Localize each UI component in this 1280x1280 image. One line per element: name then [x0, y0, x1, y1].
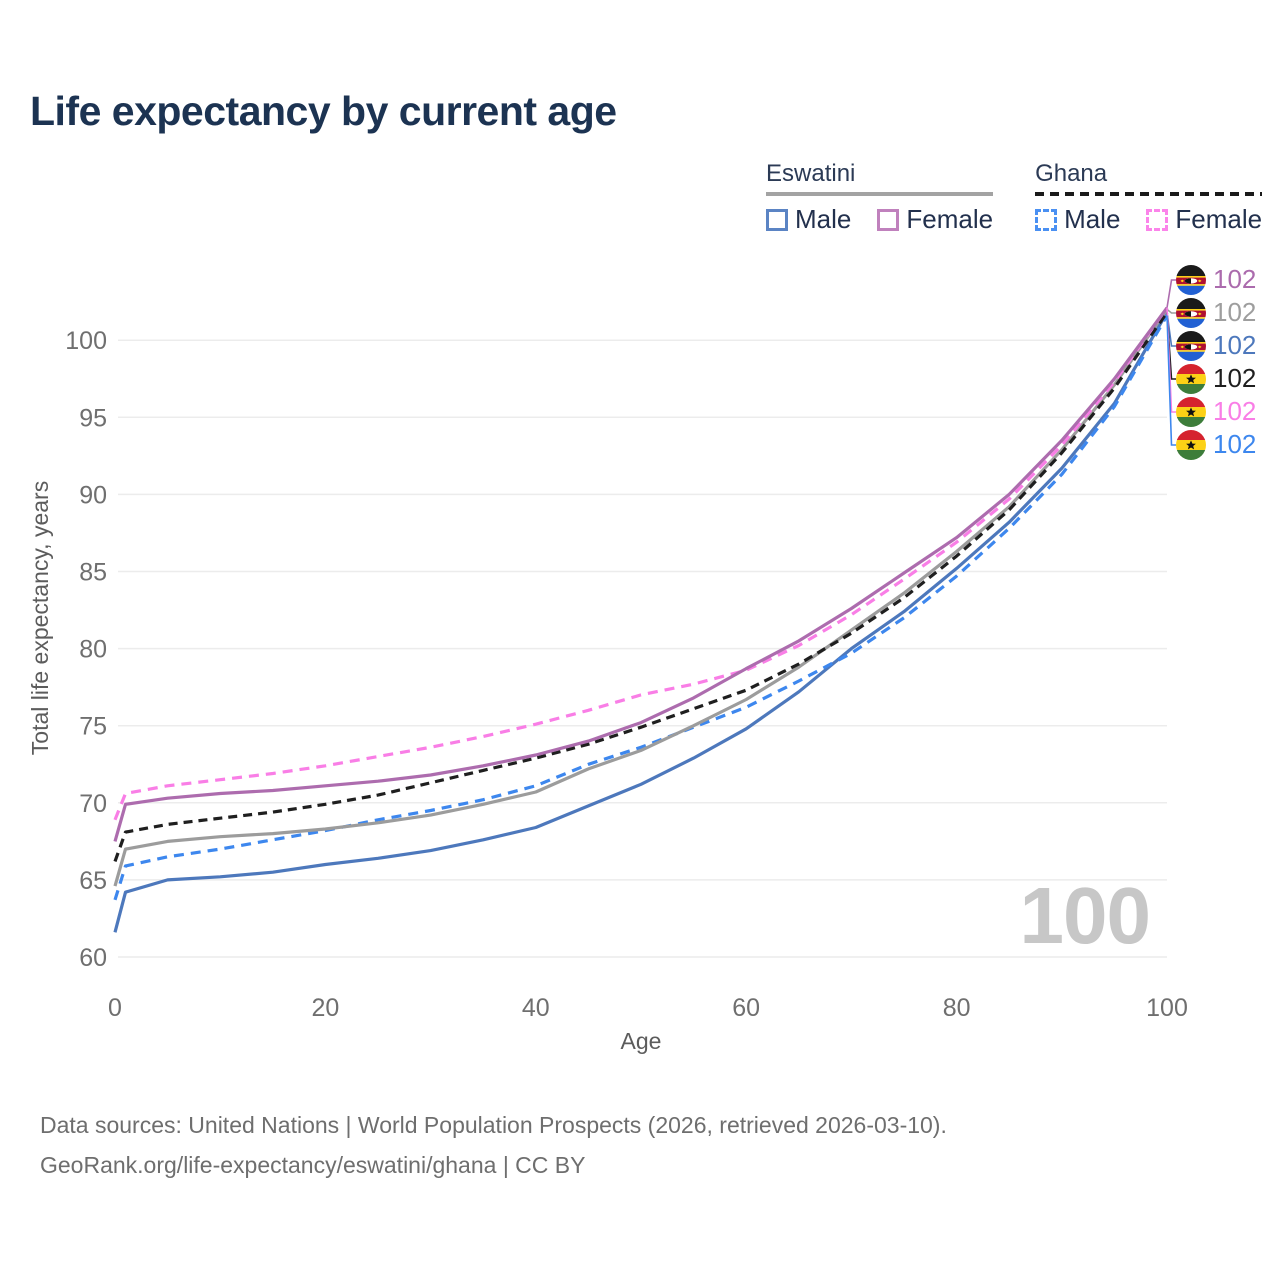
x-tick-label-60: 60 — [732, 994, 760, 1022]
legend-item-label: Female — [906, 204, 994, 234]
y-tick-label-90: 90 — [79, 481, 107, 509]
series-line-ghana-both-sexes[interactable] — [113, 311, 1169, 862]
x-tick-label-40: 40 — [522, 994, 550, 1022]
series-line-eswatini-female[interactable] — [113, 306, 1169, 842]
current-age-watermark: 100 — [1019, 871, 1151, 960]
end-label-row-eswatini-both-sexes: 102 — [1176, 296, 1256, 329]
data-sources-note: Data sources: United Nations | World Pop… — [40, 1112, 947, 1138]
legend-item-ghana-female[interactable]: Female — [1146, 204, 1262, 235]
y-tick-label-60: 60 — [79, 944, 107, 972]
legend-group-ghana: Ghana Male Female — [1035, 160, 1263, 235]
y-tick-label-100: 100 — [65, 327, 107, 355]
footer: Data sources: United Nations | World Pop… — [40, 1105, 947, 1185]
attribution-note: GeoRank.org/life-expectancy/eswatini/gha… — [40, 1152, 586, 1178]
y-tick-label-70: 70 — [79, 790, 107, 818]
end-value-label: 102 — [1213, 363, 1257, 393]
legend-item-ghana-male[interactable]: Male — [1035, 204, 1120, 235]
legend-item-eswatini-female[interactable]: Female — [877, 204, 993, 235]
legend: Eswatini Male Female Ghana Male — [766, 160, 1263, 235]
end-value-label: 102 — [1213, 330, 1257, 360]
end-value-label: 102 — [1213, 396, 1257, 426]
end-value-label: 102 — [1213, 264, 1257, 294]
end-label-row-ghana-both-sexes: 102 — [1176, 362, 1256, 395]
y-tick-label-85: 85 — [79, 559, 107, 587]
end-label-row-ghana-male: 102 — [1176, 428, 1256, 461]
x-tick-label-80: 80 — [943, 994, 971, 1022]
ghana-male-swatch-icon — [1035, 208, 1058, 231]
leader-line-eswatini-female — [1166, 279, 1176, 308]
series-line-eswatini-male[interactable] — [113, 311, 1169, 933]
page-title: Life expectancy by current age — [30, 88, 617, 134]
ghana-flag-icon — [1176, 363, 1206, 394]
series-line-ghana-male[interactable] — [113, 314, 1169, 901]
end-label-row-eswatini-male: 102 — [1176, 329, 1256, 362]
end-value-label: 102 — [1213, 429, 1257, 459]
end-label-column: 102 102 — [1176, 263, 1256, 461]
ghana-linestyle-icon — [1035, 192, 1263, 196]
legend-item-eswatini-male[interactable]: Male — [766, 204, 851, 235]
x-tick-label-100: 100 — [1146, 994, 1188, 1022]
legend-item-label: Female — [1175, 204, 1263, 234]
eswatini-flag-icon — [1176, 264, 1206, 295]
eswatini-male-swatch-icon — [766, 208, 788, 231]
legend-country-ghana[interactable]: Ghana — [1035, 160, 1108, 187]
y-tick-label-80: 80 — [79, 636, 107, 664]
eswatini-flag-icon — [1176, 330, 1206, 361]
x-tick-label-20: 20 — [311, 994, 339, 1022]
y-axis-title: Total life expectancy, years — [27, 481, 53, 755]
legend-group-eswatini: Eswatini Male Female — [766, 160, 994, 235]
y-tick-label-75: 75 — [79, 713, 107, 741]
x-tick-label-0: 0 — [108, 994, 122, 1022]
ghana-female-swatch-icon — [1146, 208, 1169, 231]
ghana-flag-icon — [1176, 396, 1206, 427]
eswatini-flag-icon — [1176, 297, 1206, 328]
end-label-row-ghana-female: 102 — [1176, 395, 1256, 428]
eswatini-linestyle-icon — [766, 192, 994, 196]
series-line-eswatini-both-sexes[interactable] — [113, 308, 1169, 887]
eswatini-female-swatch-icon — [877, 208, 900, 231]
leader-line-eswatini-both-sexes — [1166, 308, 1176, 314]
legend-country-eswatini[interactable]: Eswatini — [766, 160, 856, 187]
legend-item-label: Male — [795, 204, 852, 234]
end-label-row-eswatini-female: 102 — [1176, 263, 1256, 296]
y-tick-label-65: 65 — [79, 867, 107, 895]
leader-line-ghana-male — [1166, 315, 1176, 446]
ghana-flag-icon — [1176, 429, 1206, 460]
end-value-label: 102 — [1213, 297, 1257, 327]
x-axis-title: Age — [621, 1028, 662, 1054]
legend-item-label: Male — [1064, 204, 1121, 234]
series-line-ghana-female[interactable] — [113, 306, 1169, 821]
y-tick-label-95: 95 — [79, 404, 107, 432]
